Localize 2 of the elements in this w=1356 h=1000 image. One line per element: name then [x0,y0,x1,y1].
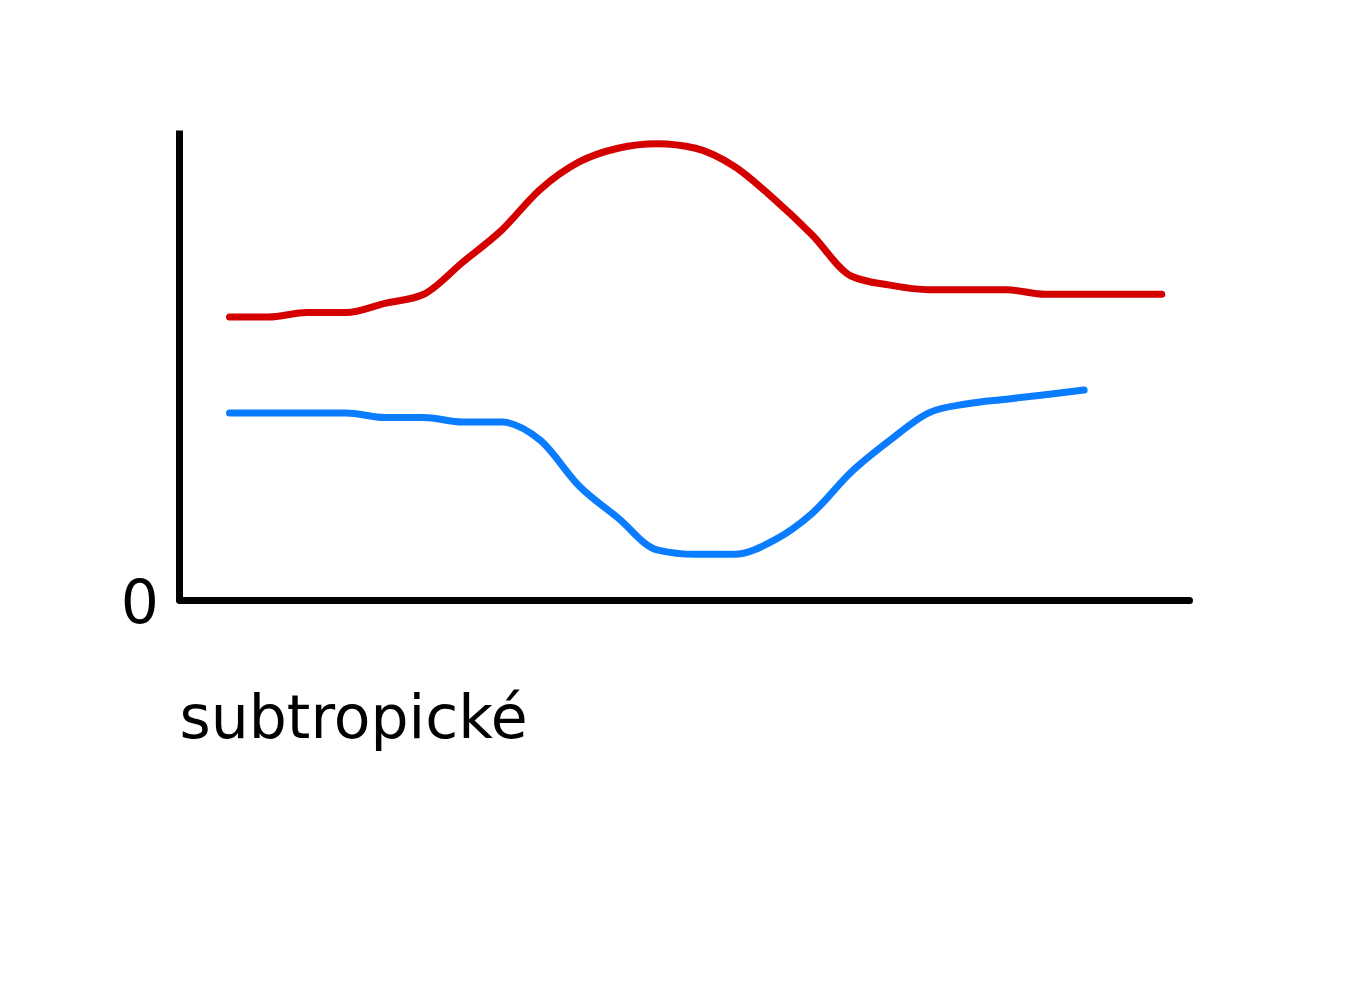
x-axis-title: subtropické [179,681,528,752]
text: 0 [120,567,159,637]
